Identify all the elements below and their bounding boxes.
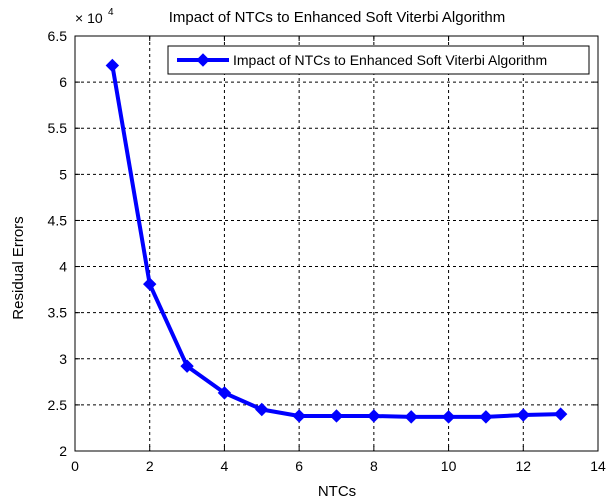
data-point (217, 386, 232, 400)
x-tick-labels: 0 2 4 6 8 10 12 14 (71, 458, 606, 474)
x-tick-label: 14 (590, 458, 606, 474)
plot-background (75, 36, 598, 451)
data-point (479, 410, 493, 424)
y-axis-multiplier: × 10 4 (75, 7, 114, 26)
y-tick-label: 3 (59, 351, 67, 367)
legend-marker (196, 53, 210, 67)
data-point (516, 408, 530, 422)
x-tick-label: 2 (146, 458, 154, 474)
multiplier-exponent: 4 (108, 7, 114, 18)
y-tick-label: 2.5 (48, 397, 68, 413)
x-tick-label: 0 (71, 458, 79, 474)
chart-title: Impact of NTCs to Enhanced Soft Viterbi … (169, 9, 506, 26)
data-point (441, 410, 456, 424)
data-point (367, 409, 381, 423)
y-axis-label: Residual Errors (10, 216, 27, 319)
y-tick-label: 5 (59, 166, 67, 182)
y-tick-label: 4 (59, 259, 67, 275)
legend-label: Impact of NTCs to Enhanced Soft Viterbi … (233, 52, 547, 68)
y-tick-label: 2 (59, 443, 67, 459)
data-series (105, 58, 568, 424)
legend: Impact of NTCs to Enhanced Soft Viterbi … (167, 45, 590, 75)
data-point (143, 277, 157, 291)
y-tick-label: 4.5 (48, 212, 68, 228)
plot-frame (74, 35, 599, 452)
x-tick-label: 4 (221, 458, 229, 474)
data-point (292, 409, 306, 423)
data-point (553, 407, 568, 421)
data-point (180, 359, 194, 373)
y-tick-label: 5.5 (48, 120, 68, 136)
data-point (329, 409, 344, 423)
x-tick-label: 12 (515, 458, 531, 474)
y-tick-labels: 2 2.5 3 3.5 4 4.5 5 5.5 6 6.5 (48, 28, 68, 459)
data-point (105, 58, 120, 73)
x-axis-label: NTCs (318, 483, 356, 500)
y-tick-label: 6 (59, 74, 67, 90)
multiplier-base: × 10 (75, 10, 103, 26)
x-tick-label: 10 (441, 458, 457, 474)
x-tick-label: 6 (295, 458, 303, 474)
plot-area (74, 35, 599, 452)
x-tick-label: 8 (370, 458, 378, 474)
y-tick-label: 6.5 (48, 28, 68, 44)
data-point (255, 402, 269, 417)
legend-box (167, 45, 590, 75)
data-point (404, 410, 418, 424)
y-tick-label: 3.5 (48, 305, 68, 321)
